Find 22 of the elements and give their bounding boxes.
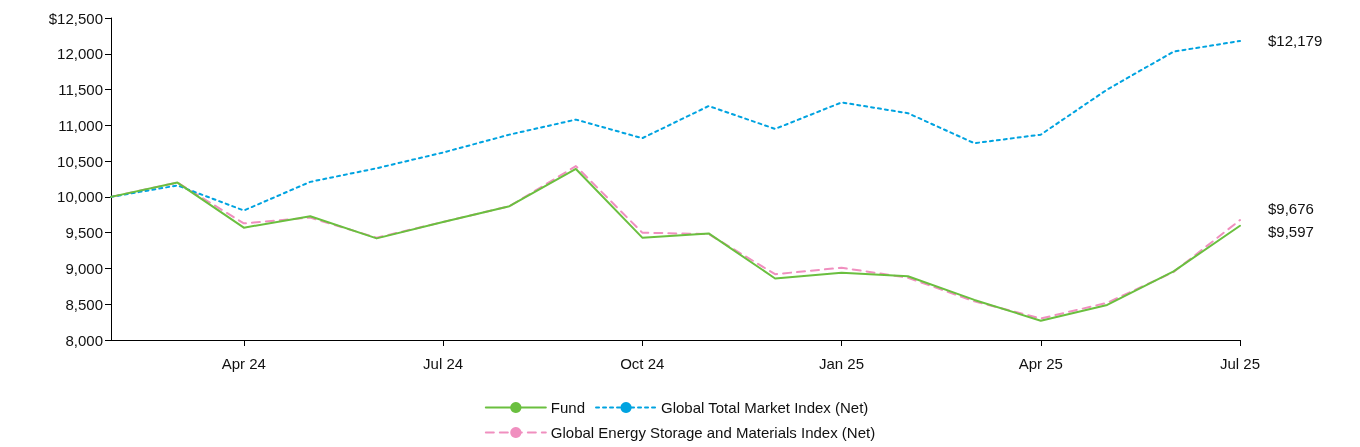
y-tick-label: 9,000 (65, 259, 103, 277)
legend-label: Global Energy Storage and Materials Index (Net) (550, 424, 876, 441)
x-tick-label: Apr 24 (221, 355, 266, 372)
y-tick-label: 8,000 (65, 331, 103, 349)
y-tick-label: 11,000 (58, 116, 103, 134)
x-tick-label: Apr 25 (1018, 355, 1063, 372)
y-tick-label: $12,500 (48, 9, 103, 27)
legend-label: Global Total Market Index (Net) (661, 399, 869, 416)
x-tick-label: Jul 25 (1219, 355, 1261, 372)
x-tick-label: Jul 24 (423, 355, 464, 372)
y-tick-label: 11,500 (58, 81, 103, 99)
y-tick-label: 12,000 (57, 45, 103, 63)
y-tick-label: 8,500 (65, 295, 103, 313)
y-tick-label: 10,000 (57, 188, 103, 206)
data-label: $9,597 (1268, 223, 1314, 241)
legend-label: Fund (550, 399, 586, 416)
data-label: $9,676 (1268, 199, 1314, 217)
x-tick-label: Oct 24 (620, 355, 665, 372)
data-label: $12,179 (1268, 32, 1323, 50)
y-tick-label: 9,500 (65, 224, 103, 242)
y-tick-label: 10,500 (57, 152, 103, 170)
x-tick-label: Jan 25 (819, 355, 865, 372)
